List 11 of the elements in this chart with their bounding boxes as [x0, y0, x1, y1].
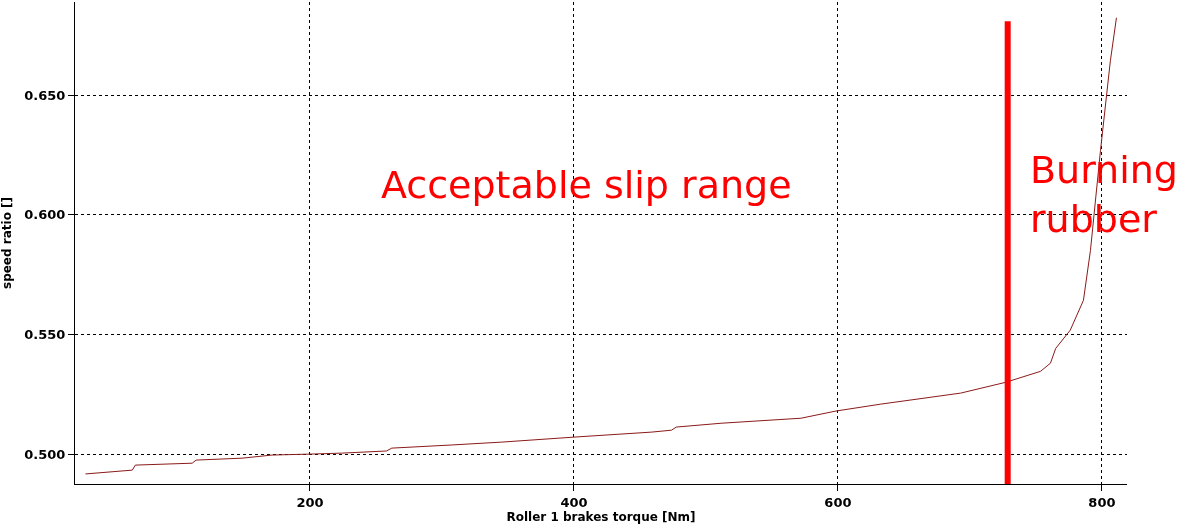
x-tick-label: 800	[1088, 494, 1116, 510]
x-tick-label: 400	[560, 494, 588, 510]
y-tick-label: 0.550	[24, 327, 66, 343]
y-tick-label: 0.500	[24, 446, 66, 462]
x-axis-title: Roller 1 brakes torque [Nm]	[506, 510, 696, 525]
y-tick-label: 0.600	[24, 207, 66, 223]
x-tick-label: 600	[824, 494, 852, 510]
y-axis-title: speed ratio []	[0, 196, 14, 290]
y-tick-label: 0.650	[24, 87, 66, 103]
annotation: Acceptable slip range	[381, 163, 792, 207]
x-tick-label: 200	[296, 494, 324, 510]
